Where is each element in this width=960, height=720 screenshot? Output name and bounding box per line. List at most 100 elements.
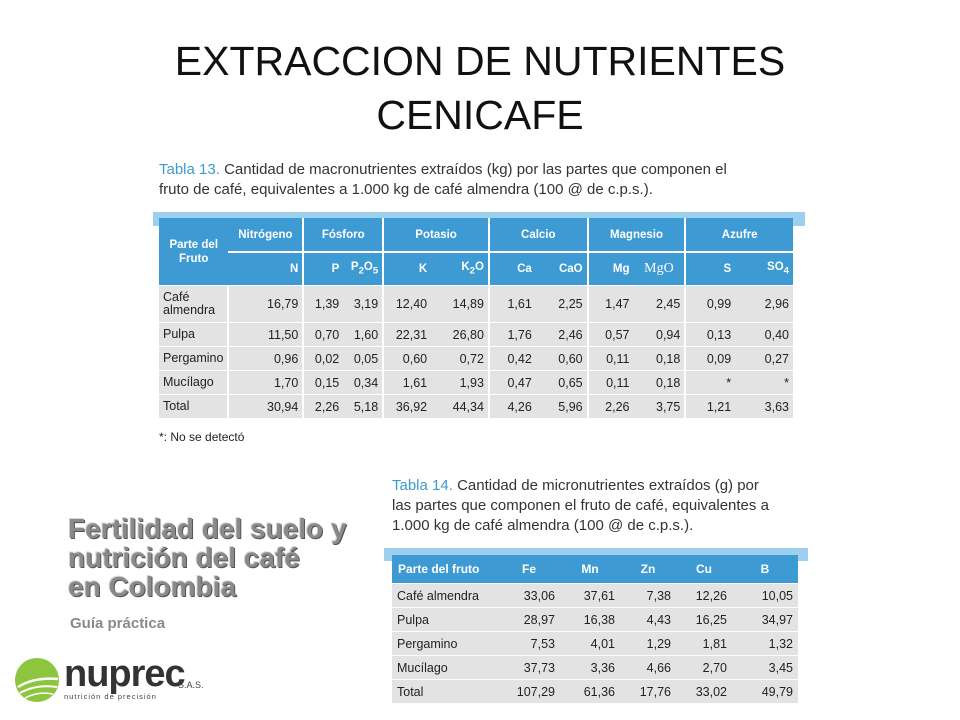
table13-cell: 0,96: [227, 346, 304, 371]
table13-label: Tabla 13.: [159, 161, 220, 178]
table14-cell: 107,29: [498, 679, 560, 703]
table13-cell: 3,19: [343, 285, 384, 323]
slide-title-line1: EXTRACCION DE NUTRIENTES: [174, 38, 786, 84]
table13-cell: 44,34: [431, 394, 489, 418]
table13-caption-line1: Cantidad de macronutrientes extraídos (k…: [224, 161, 727, 178]
table13-row: Total 30,94 2,26 5,18 36,92 44,34 4,26 5,96 2,26…: [159, 394, 793, 418]
table14-cell: 33,06: [498, 583, 560, 608]
table13-cell: 0,13: [684, 322, 736, 347]
table14-cell: 34,97: [732, 607, 798, 632]
table14-cell: 61,36: [560, 679, 620, 703]
group-nitrogeno: Nitrógeno: [228, 218, 304, 253]
table13-cell: 2,26: [302, 394, 344, 418]
table14-caption-line2: las partes que componen el fruto de café…: [392, 497, 769, 514]
table13-cell: 36,92: [382, 394, 432, 418]
table14-row: Pulpa 28,97 16,38 4,43 16,25 34,97: [392, 607, 798, 632]
table14-row-label: Pergamino: [392, 631, 498, 656]
sub-p2o5: P2O5: [343, 252, 384, 286]
table13-cell: 0,27: [735, 346, 793, 371]
table14-cell: 1,32: [732, 631, 798, 656]
table13-cell: 3,63: [735, 394, 793, 418]
table14-cell: 37,61: [560, 583, 620, 608]
table14-cell: 7,53: [498, 631, 560, 656]
book-title-line2: nutrición del café: [68, 542, 300, 573]
table14-header-cell: B: [732, 555, 798, 584]
table13-row-label: Pergamino: [159, 346, 229, 371]
table14-header-cell: Mn: [560, 555, 620, 584]
table14-cell: 1,81: [676, 631, 732, 656]
table13-cell: 30,94: [227, 394, 304, 418]
slide-title-line2: CENICAFE: [376, 92, 584, 138]
table13-cell: 11,50: [227, 322, 304, 347]
table14-cell: 28,97: [498, 607, 560, 632]
table13-cell: 1,61: [382, 370, 432, 395]
table13-cell: 0,09: [684, 346, 736, 371]
table13-cell: 0,60: [535, 346, 588, 371]
table14-cell: 37,73: [498, 655, 560, 680]
table13-caption: Tabla 13. Cantidad de macronutrientes ex…: [159, 160, 799, 200]
table13-cell: 1,60: [343, 322, 384, 347]
corner-line1: Parte del: [169, 238, 219, 251]
table13-cell: 12,40: [382, 285, 432, 323]
group-azufre: Azufre: [684, 218, 793, 253]
table13-row: Café almendra 16,79 1,39 3,19 12,40 14,89 1,61 2…: [159, 285, 793, 323]
table13-cell: 0,11: [586, 346, 634, 371]
table14-row-label: Café almendra: [392, 583, 498, 608]
table14-header-cell: Zn: [620, 555, 676, 584]
table13-cell: 22,31: [382, 322, 432, 347]
table13-cell: 1,39: [302, 285, 344, 323]
table14-label: Tabla 14.: [392, 477, 453, 494]
table13-cell: 0,18: [633, 370, 686, 395]
table13-cell: 5,96: [535, 394, 588, 418]
sub-mgo: MgO: [633, 252, 686, 286]
table13-row-label: Mucílago: [159, 370, 229, 395]
table13-cell: 1,21: [684, 394, 736, 418]
table13-row-label: Café almendra: [159, 285, 229, 323]
table13-cell: 26,80: [431, 322, 489, 347]
table14-cell: 10,05: [732, 583, 798, 608]
table13-cell: *: [735, 370, 793, 395]
table13-cell: 0,47: [487, 370, 536, 395]
table13-cell: 0,02: [302, 346, 344, 371]
group-calcio: Calcio: [487, 218, 588, 253]
table13-note: *: No se detectó: [159, 430, 245, 444]
table13-cell: 1,93: [431, 370, 489, 395]
logo-brand: nuprec: [64, 653, 186, 695]
table14-cell: 7,38: [620, 583, 676, 608]
table13: Parte del Fruto Nitrógeno Fósforo Potasi…: [159, 218, 793, 418]
sub-k2o: K2O: [431, 252, 489, 286]
table13-cell: 0,11: [586, 370, 634, 395]
table13-cell: 0,72: [431, 346, 489, 371]
table13-row: Pulpa 11,50 0,70 1,60 22,31 26,80 1,76 2,46 0,57…: [159, 322, 793, 347]
table13-cell: 0,34: [343, 370, 384, 395]
table14-header-cell: Parte del fruto: [392, 555, 498, 584]
table13-cell: 2,96: [735, 285, 793, 323]
table13-cell: 0,57: [586, 322, 634, 347]
table13-cell: 1,61: [487, 285, 536, 323]
table13-cell: 0,65: [535, 370, 588, 395]
table13-cell: 1,70: [227, 370, 304, 395]
table14-cell: 16,38: [560, 607, 620, 632]
sub-s: S: [684, 252, 736, 286]
logo-suffix: S.A.S.: [178, 680, 204, 690]
table14-caption-line1: Cantidad de micronutrientes extraídos (g…: [457, 477, 759, 494]
slide-title: EXTRACCION DE NUTRIENTES CENICAFE: [0, 34, 960, 142]
table14-row: Café almendra 33,06 37,61 7,38 12,26 10,05: [392, 583, 798, 608]
table13-cell: 0,40: [735, 322, 793, 347]
table14-row-label: Total: [392, 679, 498, 703]
book-title-line3: en Colombia: [68, 571, 237, 602]
table14-header-cell: Fe: [498, 555, 560, 584]
table13-cell: 0,18: [633, 346, 686, 371]
table13-cell: 2,25: [535, 285, 588, 323]
sub-n: N: [228, 252, 304, 286]
table14-row: Mucílago 37,73 3,36 4,66 2,70 3,45: [392, 655, 798, 680]
table14-row: Pergamino 7,53 4,01 1,29 1,81 1,32: [392, 631, 798, 656]
table13-row: Mucílago 1,70 0,15 0,34 1,61 1,93 0,47 0,65 0,11…: [159, 370, 793, 395]
table13-cell: 0,42: [487, 346, 536, 371]
table13-row: Pergamino 0,96 0,02 0,05 0,60 0,72 0,42 0,60 0,1…: [159, 346, 793, 371]
group-potasio: Potasio: [382, 218, 489, 253]
table13-cell: 5,18: [343, 394, 384, 418]
table13-cell: 0,15: [302, 370, 344, 395]
group-fosforo: Fósforo: [302, 218, 384, 253]
table14-cell: 4,66: [620, 655, 676, 680]
